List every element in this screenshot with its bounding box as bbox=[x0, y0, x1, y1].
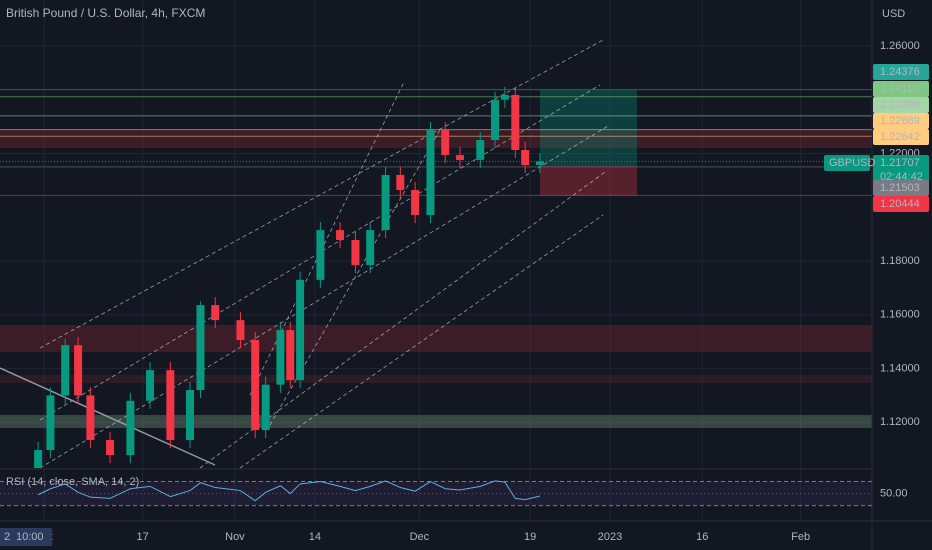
supply-zone bbox=[0, 325, 872, 352]
price-badge-label: 1.20444 bbox=[880, 198, 920, 210]
candle-body bbox=[476, 140, 485, 160]
channel-line bbox=[249, 81, 405, 396]
zones bbox=[0, 90, 872, 428]
x-tick-label: 17 bbox=[137, 531, 149, 543]
candle-body bbox=[511, 94, 520, 150]
price-badge-label: 1.24110 bbox=[880, 83, 919, 95]
price-badge-label: 1.24376 bbox=[880, 66, 920, 78]
x-tick-label: 14 bbox=[309, 531, 321, 543]
candle-body bbox=[166, 370, 175, 441]
grid bbox=[0, 0, 872, 520]
candle-body bbox=[186, 390, 195, 441]
crosshair-box bbox=[0, 528, 52, 546]
candle-body bbox=[146, 370, 155, 401]
candle-body bbox=[61, 345, 70, 396]
channel-line bbox=[39, 84, 601, 421]
crosshair-time: 10:00 bbox=[16, 531, 44, 543]
candle-body bbox=[74, 345, 83, 396]
candle-body bbox=[336, 230, 345, 241]
candle-body bbox=[196, 305, 205, 391]
candle-body bbox=[261, 384, 270, 431]
price-badge-label: 1.23399 bbox=[880, 99, 920, 111]
candle-body bbox=[396, 174, 405, 191]
candle-body bbox=[251, 340, 260, 431]
x-tick-label: Dec bbox=[410, 531, 430, 543]
candle-body bbox=[106, 440, 115, 456]
price-badge bbox=[873, 81, 929, 97]
x-tick-label: 2023 bbox=[598, 531, 622, 543]
candle-body bbox=[455, 155, 464, 160]
x-tick-label: 19 bbox=[524, 531, 536, 543]
channel-line bbox=[239, 214, 604, 469]
channel-line bbox=[39, 39, 604, 349]
y-tick-label: 1.26000 bbox=[880, 40, 920, 52]
candle-body bbox=[441, 130, 450, 156]
candle-body bbox=[351, 240, 360, 266]
price-badge-label: 1.21707 bbox=[880, 157, 920, 169]
candle-body bbox=[316, 230, 325, 280]
candle-body bbox=[296, 279, 305, 381]
y-tick-label: 1.18000 bbox=[880, 255, 920, 267]
price-badge bbox=[873, 180, 929, 196]
candle-body bbox=[126, 400, 135, 456]
candle-body bbox=[236, 320, 245, 341]
candle-body bbox=[286, 330, 295, 381]
candle-body bbox=[521, 149, 530, 166]
rsi-pane bbox=[0, 480, 872, 507]
crosshair-date: 2 bbox=[4, 531, 10, 543]
candle-body bbox=[500, 94, 509, 100]
rsi-ref-label: 50.00 bbox=[880, 487, 908, 499]
price-badge-label: 1.21503 bbox=[880, 182, 920, 194]
price-badge bbox=[873, 97, 929, 113]
candle-body bbox=[491, 99, 500, 141]
price-badge bbox=[873, 155, 929, 185]
candle-body bbox=[86, 395, 95, 441]
price-badge bbox=[873, 113, 929, 129]
candles bbox=[34, 86, 544, 468]
price-badge bbox=[873, 64, 929, 80]
currency: USD bbox=[882, 8, 905, 20]
price-badge-label: 1.22889 bbox=[880, 115, 920, 127]
target-box bbox=[540, 90, 637, 165]
y-tick-label: 1.14000 bbox=[880, 362, 920, 374]
rsi-line bbox=[37, 480, 541, 502]
levels bbox=[0, 89, 872, 196]
candle-body bbox=[426, 130, 435, 216]
candle-body bbox=[381, 174, 390, 231]
candle-body bbox=[535, 161, 544, 166]
y-tick-label: 1.16000 bbox=[880, 309, 920, 321]
axes: 1.260001.220001.180001.160001.140001.120… bbox=[36, 40, 929, 543]
candle-body bbox=[276, 330, 285, 385]
symbol-badge bbox=[824, 155, 870, 171]
price-badge-label: 1.22642 bbox=[880, 131, 920, 143]
rsi-title: RSI (14, close, SMA, 14, 2) bbox=[6, 476, 139, 488]
candle-body bbox=[34, 449, 43, 468]
channel-line bbox=[39, 125, 609, 469]
candle-body bbox=[366, 230, 375, 266]
countdown: 02:44:42 bbox=[880, 171, 923, 183]
trend-line bbox=[0, 367, 216, 466]
candle-body bbox=[46, 395, 55, 450]
x-tick-label: Nov bbox=[225, 531, 245, 543]
stop-box bbox=[540, 165, 637, 196]
candle-body bbox=[211, 305, 220, 321]
price-badge bbox=[873, 196, 929, 212]
y-tick-label: 1.12000 bbox=[880, 416, 920, 428]
candle-body bbox=[411, 190, 420, 216]
chart-title: British Pound / U.S. Dollar, 4h, FXCM bbox=[6, 6, 205, 20]
resistance-zone bbox=[0, 130, 872, 148]
x-tick-label: 16 bbox=[696, 531, 708, 543]
symbol-label: GBPUSD bbox=[829, 157, 876, 169]
demand-zone bbox=[0, 415, 872, 428]
x-tick-label: Feb bbox=[791, 531, 810, 543]
price-badge bbox=[873, 129, 929, 145]
supply-zone bbox=[0, 375, 872, 383]
